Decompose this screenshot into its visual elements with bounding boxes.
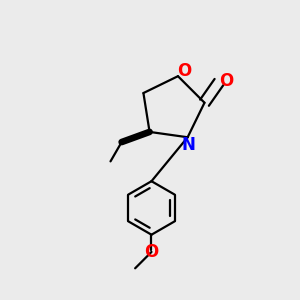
Text: O: O: [144, 243, 159, 261]
Text: O: O: [177, 62, 192, 80]
Text: N: N: [181, 136, 195, 154]
Text: O: O: [219, 71, 233, 89]
